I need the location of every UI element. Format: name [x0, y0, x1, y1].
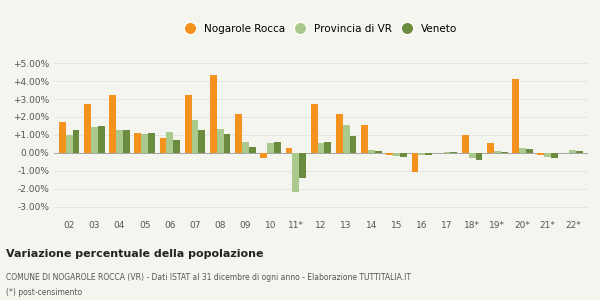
Bar — [260, 153, 267, 158]
Bar — [242, 142, 249, 153]
Text: (*) post-censimento: (*) post-censimento — [6, 288, 82, 297]
Bar — [494, 151, 501, 153]
Bar — [368, 150, 375, 153]
Bar — [443, 152, 451, 153]
Bar — [267, 142, 274, 153]
Bar — [501, 152, 508, 153]
Bar — [487, 142, 494, 153]
Bar — [73, 130, 79, 153]
Bar — [199, 130, 205, 153]
Bar — [311, 104, 317, 153]
Bar — [59, 122, 66, 153]
Bar — [400, 153, 407, 157]
Bar — [469, 153, 476, 158]
Bar — [224, 134, 230, 153]
Bar — [425, 153, 432, 155]
Bar — [462, 135, 469, 153]
Bar — [123, 130, 130, 153]
Bar — [148, 133, 155, 153]
Bar — [476, 153, 482, 160]
Bar — [286, 148, 292, 153]
Text: Variazione percentuale della popolazione: Variazione percentuale della popolazione — [6, 249, 263, 259]
Bar — [141, 134, 148, 153]
Bar — [386, 153, 393, 155]
Bar — [292, 153, 299, 192]
Bar — [336, 114, 343, 153]
Bar — [418, 153, 425, 155]
Bar — [210, 75, 217, 153]
Bar — [160, 138, 166, 153]
Bar — [526, 149, 533, 153]
Bar — [299, 153, 306, 178]
Text: COMUNE DI NOGAROLE ROCCA (VR) - Dati ISTAT al 31 dicembre di ogni anno - Elabora: COMUNE DI NOGAROLE ROCCA (VR) - Dati IST… — [6, 273, 411, 282]
Bar — [412, 153, 418, 172]
Bar — [66, 135, 73, 153]
Bar — [451, 152, 457, 153]
Bar — [249, 147, 256, 153]
Bar — [235, 114, 242, 153]
Bar — [512, 79, 519, 153]
Bar — [185, 95, 191, 153]
Bar — [173, 140, 180, 153]
Bar — [343, 125, 350, 153]
Bar — [393, 153, 400, 156]
Bar — [317, 142, 325, 153]
Bar — [91, 127, 98, 153]
Bar — [361, 124, 368, 153]
Bar — [274, 142, 281, 153]
Bar — [544, 153, 551, 157]
Bar — [551, 153, 558, 158]
Legend: Nogarole Rocca, Provincia di VR, Veneto: Nogarole Rocca, Provincia di VR, Veneto — [185, 24, 457, 34]
Bar — [325, 142, 331, 153]
Bar — [519, 148, 526, 153]
Bar — [217, 129, 224, 153]
Bar — [576, 151, 583, 153]
Bar — [98, 126, 104, 153]
Bar — [84, 104, 91, 153]
Bar — [191, 120, 199, 153]
Bar — [375, 151, 382, 153]
Bar — [116, 130, 123, 153]
Bar — [569, 150, 576, 153]
Bar — [166, 132, 173, 153]
Bar — [134, 133, 141, 153]
Bar — [538, 153, 544, 155]
Bar — [109, 94, 116, 153]
Bar — [350, 136, 356, 153]
